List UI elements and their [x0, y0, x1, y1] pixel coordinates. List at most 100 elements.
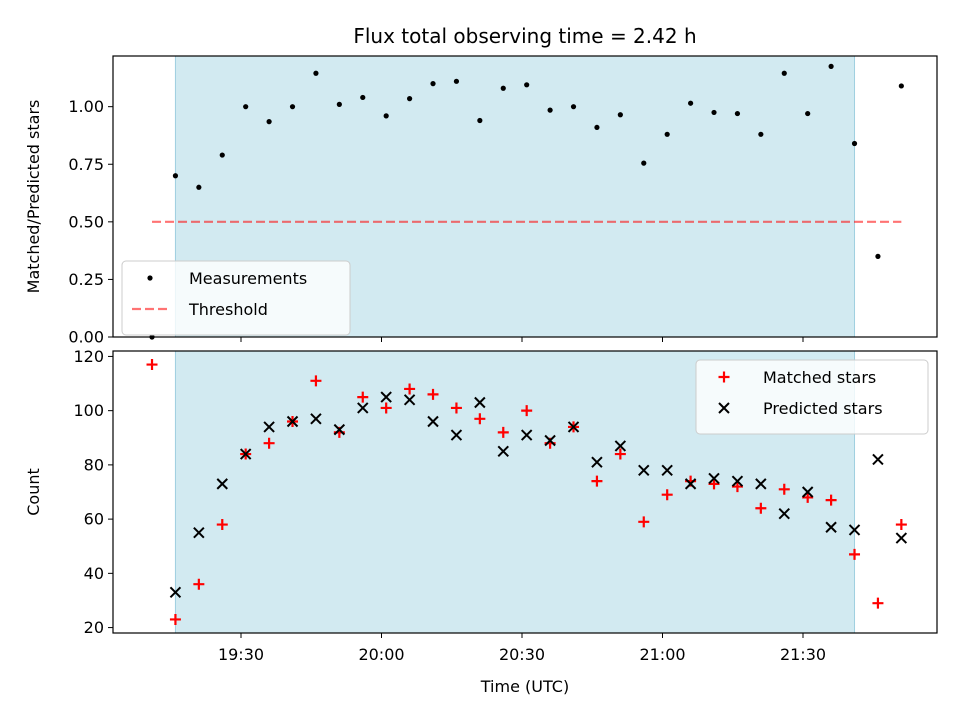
count-predicted-stars-point: [403, 394, 416, 406]
count-matched-stars-point: [216, 519, 228, 531]
count-predicted-stars-point: [731, 475, 744, 487]
count-predicted-stars-point: [286, 415, 299, 428]
count-predicted-stars-point: [380, 391, 392, 403]
count-y-tick-label: 60: [84, 510, 104, 529]
ratio-measurements-point: [805, 110, 811, 117]
count-y-tick-label: 120: [73, 347, 104, 366]
count-matched-stars-point: [825, 494, 837, 506]
count-matched-stars-point: [661, 489, 673, 501]
ratio-measurements-point: [898, 83, 904, 89]
count-x-tick-label: 21:30: [780, 645, 826, 664]
count-matched-stars-point: [802, 491, 814, 503]
count-x-tick-label: 20:00: [358, 645, 404, 664]
ratio-measurements-point: [453, 78, 460, 84]
count-predicted-stars-point: [310, 413, 322, 425]
count-x-tick-label: 20:30: [499, 645, 545, 664]
ratio-measurements-point: [617, 112, 623, 118]
ratio-measurements-point: [360, 94, 366, 101]
count-legend-handle: [718, 402, 730, 414]
ratio-y-tick-label: 0.75: [68, 155, 104, 174]
count-predicted-stars-point: [263, 421, 275, 433]
count-predicted-stars-point: [497, 445, 509, 458]
count-matched-stars-point: [638, 516, 650, 528]
count-y-tick-label: 80: [84, 455, 104, 474]
x-axis-label: Time (UTC): [480, 677, 569, 696]
count-matched-stars-point: [169, 613, 181, 625]
ratio-measurements-point: [781, 70, 787, 76]
ratio-measurements-point: [734, 110, 741, 117]
count-matched-stars-point: [731, 481, 743, 493]
count-matched-stars-point: [591, 475, 603, 487]
count-predicted-stars-point: [895, 532, 908, 544]
count-matched-stars-point: [450, 402, 462, 414]
count-x-tick-label: 21:00: [639, 645, 685, 664]
count-predicted-stars-point: [357, 402, 369, 414]
count-matched-stars-point: [497, 426, 509, 438]
ratio-measurements-point: [266, 119, 272, 125]
count-predicted-stars-point: [567, 421, 580, 433]
count-matched-stars-point: [872, 597, 884, 609]
ratio-y-tick-label: 1.00: [68, 97, 104, 116]
ratio-measurements-point: [219, 152, 225, 158]
count-y-tick-label: 100: [73, 401, 104, 420]
count-legend-label: Predicted stars: [763, 399, 883, 418]
count-matched-stars-point: [193, 578, 205, 590]
count-predicted-stars-point: [450, 429, 463, 441]
ratio-measurements-point: [828, 63, 834, 69]
count-y-axis-label: Count: [24, 468, 43, 516]
ratio-legend-box: [121, 260, 351, 336]
figure-title: Flux total observing time = 2.42 h: [353, 24, 696, 48]
ratio-measurements-point: [664, 131, 670, 137]
count-predicted-stars-point: [778, 507, 790, 520]
count-matched-stars-point: [755, 502, 767, 514]
count-predicted-stars-point: [520, 429, 533, 441]
ratio-legend-handle: [147, 275, 153, 281]
count-matched-stars-point: [778, 483, 790, 495]
ratio-measurements-point: [243, 104, 249, 110]
count-matched-stars-point: [263, 437, 275, 449]
ratio-y-axis-label: Matched/Predicted stars: [24, 100, 43, 294]
ratio-measurements-point: [711, 109, 717, 116]
ratio-measurements-point: [196, 184, 202, 190]
count-predicted-stars-point: [825, 521, 837, 533]
count-matched-stars-point: [708, 478, 720, 490]
ratio-measurements-point: [758, 131, 764, 137]
count-predicted-stars-point: [801, 486, 814, 498]
ratio-axes-frame: [112, 55, 938, 338]
count-matched-stars-point: [521, 405, 533, 417]
count-y-tick-label: 20: [84, 618, 104, 637]
count-matched-stars-point: [357, 391, 369, 403]
ratio-measurements-point: [500, 85, 506, 91]
count-predicted-stars-point: [239, 448, 252, 460]
count-predicted-stars-point: [169, 586, 182, 599]
ratio-measurements-point: [336, 101, 342, 107]
count-predicted-stars-point: [708, 472, 720, 485]
ratio-measurements-point: [172, 173, 179, 179]
count-predicted-stars-point: [755, 478, 767, 490]
ratio-panel: 0.00 0.25 0.50 0.75 1.00 Matched/Predicted st…: [24, 55, 938, 347]
count-y-tick-label: 40: [84, 564, 104, 583]
count-matched-stars-point: [380, 402, 392, 414]
count-predicted-stars-point: [848, 524, 861, 536]
ratio-measurements-point: [430, 81, 436, 87]
count-predicted-stars-point: [216, 478, 228, 490]
ratio-measurements-point: [313, 70, 319, 76]
count-predicted-stars-point: [333, 423, 346, 436]
count-legend-handle: [718, 371, 730, 383]
ratio-measurements-point: [407, 96, 413, 102]
count-predicted-stars-point: [474, 396, 486, 409]
ratio-measurements-point: [875, 253, 881, 259]
count-matched-stars-point: [895, 519, 907, 531]
ratio-legend-label: Threshold: [188, 300, 268, 319]
count-legend-box: [695, 359, 929, 435]
ratio-measurements-point: [688, 100, 694, 106]
count-matched-stars-point: [404, 383, 416, 395]
ratio-measurements-point: [289, 104, 296, 110]
count-predicted-stars-point: [614, 440, 627, 452]
count-predicted-stars-point: [684, 478, 697, 490]
count-matched-stars-point: [474, 413, 486, 425]
count-predicted-stars-point: [661, 464, 673, 477]
count-predicted-stars-point: [872, 453, 884, 466]
ratio-measurements-point: [547, 107, 553, 113]
